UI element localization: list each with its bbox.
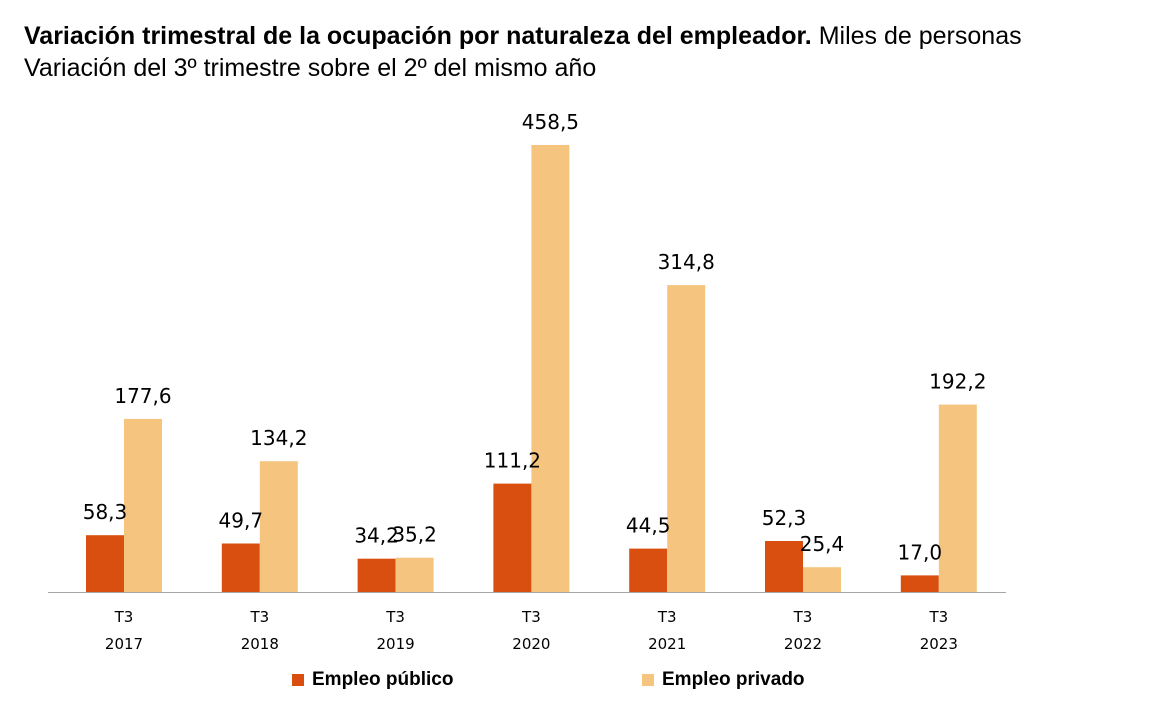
tick-label-year-2018: 2018	[241, 635, 279, 653]
value-label-privado-2017: 177,6	[114, 384, 171, 408]
value-label-privado-2018: 134,2	[250, 426, 307, 450]
bar-publico-2022	[765, 541, 803, 592]
bar-publico-2017	[86, 535, 124, 592]
value-label-publico-2021: 44,5	[626, 514, 671, 538]
legend-label-publico: Empleo público	[312, 669, 454, 690]
bar-privado-2021	[667, 285, 706, 592]
value-label-privado-2019: 35,2	[392, 523, 437, 547]
tick-label-year-2021: 2021	[648, 635, 686, 653]
tick-label-year-2020: 2020	[512, 635, 550, 653]
value-label-publico-2017: 58,3	[83, 500, 128, 524]
chart-subtitle: Variación del 3º trimestre sobre el 2º d…	[24, 54, 597, 82]
legend-swatch-publico	[292, 674, 304, 686]
value-label-publico-2018: 49,7	[219, 509, 264, 533]
chart-title-units: Miles de personas	[811, 22, 1022, 50]
legend-label-privado: Empleo privado	[662, 669, 805, 690]
value-label-publico-2019: 34,2	[354, 524, 399, 548]
value-label-privado-2023: 192,2	[929, 370, 986, 394]
tick-label-year-2023: 2023	[920, 635, 958, 653]
value-label-privado-2021: 314,8	[658, 250, 715, 274]
bar-privado-2020	[531, 145, 570, 592]
tick-label-quarter-2020: T3	[521, 608, 541, 626]
value-label-privado-2020: 458,5	[522, 110, 579, 134]
legend-swatch-privado	[642, 674, 654, 686]
legend-item-publico: Empleo público	[292, 668, 453, 692]
tick-label-quarter-2022: T3	[793, 608, 813, 626]
bar-publico-2021	[629, 548, 668, 592]
value-label-publico-2020: 111,2	[484, 449, 541, 473]
chart-title: Variación trimestral de la ocupación por…	[24, 20, 1154, 52]
bar-publico-2018	[221, 543, 260, 592]
legend-item-privado: Empleo privado	[642, 668, 805, 692]
tick-label-quarter-2019: T3	[385, 608, 405, 626]
tick-label-quarter-2018: T3	[249, 608, 269, 626]
legend: Empleo público Empleo privado	[0, 668, 1168, 694]
chart-header: Variación trimestral de la ocupación por…	[24, 20, 1154, 84]
tick-label-quarter-2017: T3	[114, 608, 134, 626]
tick-label-quarter-2021: T3	[657, 608, 677, 626]
bar-privado-2019	[395, 557, 434, 592]
tick-label-year-2017: 2017	[105, 635, 143, 653]
tick-labels-layer: T3 2017 T3 2018 T3 2019 T3 2020 T3 2021 T3 2022 T3 20…	[105, 608, 958, 653]
bars-layer	[86, 145, 977, 592]
bar-privado-2017	[124, 418, 162, 592]
tick-label-quarter-2023: T3	[928, 608, 948, 626]
value-label-publico-2022: 52,3	[762, 506, 807, 530]
tick-label-year-2022: 2022	[784, 635, 822, 653]
bar-publico-2023	[900, 575, 939, 592]
value-labels-layer: 58,3 177,6 49,7 134,2 34,235,2 111,2 458,5 44,5…	[83, 110, 987, 564]
bar-publico-2020	[493, 483, 532, 592]
value-label-publico-2023: 17,0	[898, 540, 943, 564]
bar-publico-2019	[357, 558, 396, 592]
tick-label-year-2019: 2019	[377, 635, 415, 653]
value-label-privado-2022: 25,4	[800, 532, 845, 556]
chart-title-bold: Variación trimestral de la ocupación por…	[24, 22, 812, 50]
bar-privado-2022	[803, 567, 841, 592]
bar-privado-2018	[259, 461, 298, 592]
bar-privado-2023	[938, 404, 977, 592]
